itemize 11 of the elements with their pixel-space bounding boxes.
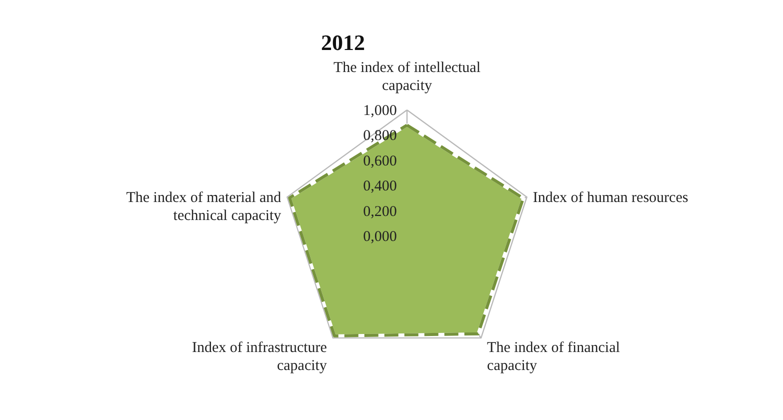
spoke-label: The index of material and technical capacity bbox=[126, 190, 282, 224]
y-tick-label: 0,000 bbox=[363, 229, 397, 245]
chart-title: 2012 bbox=[321, 30, 365, 55]
spoke-label: The index of intellectual capacity bbox=[333, 60, 481, 94]
y-tick-label: 0,600 bbox=[363, 153, 397, 170]
spoke-label: Index of infrastructure capacity bbox=[192, 340, 328, 374]
spoke-label: The index of financial capacity bbox=[487, 340, 620, 374]
spoke-label: Index of human resources bbox=[532, 190, 688, 206]
y-tick-label: 1,000 bbox=[363, 103, 397, 119]
y-tick-label: 0,200 bbox=[363, 204, 397, 220]
y-tick-label: 0,400 bbox=[363, 178, 397, 195]
